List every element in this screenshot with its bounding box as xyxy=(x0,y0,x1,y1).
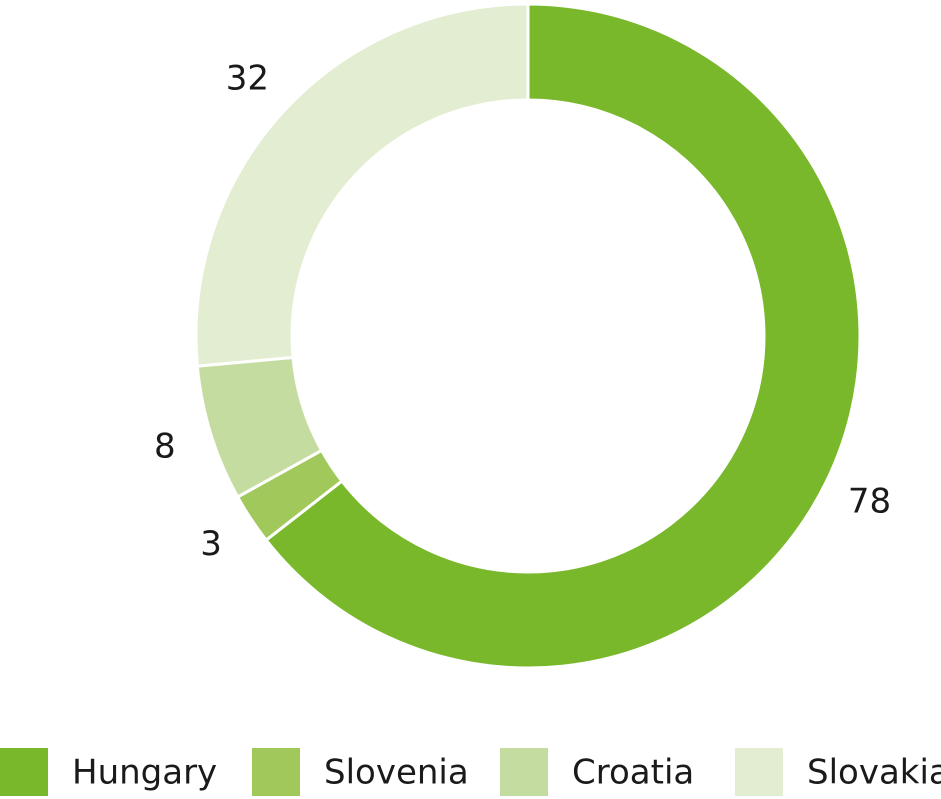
legend-swatch xyxy=(735,748,783,796)
donut-segment xyxy=(194,2,530,368)
data-label: 78 xyxy=(848,481,891,521)
legend-label: Slovakia xyxy=(807,753,941,793)
donut-segment xyxy=(264,2,862,670)
data-label: 8 xyxy=(154,426,176,466)
data-label: 3 xyxy=(200,524,222,564)
legend-label: Croatia xyxy=(572,753,694,793)
data-label: 32 xyxy=(226,58,269,98)
legend-swatch xyxy=(252,748,300,796)
legend-swatch xyxy=(0,748,48,796)
legend-label: Slovenia xyxy=(324,753,469,793)
legend-label: Hungary xyxy=(72,753,217,793)
legend-swatch xyxy=(500,748,548,796)
